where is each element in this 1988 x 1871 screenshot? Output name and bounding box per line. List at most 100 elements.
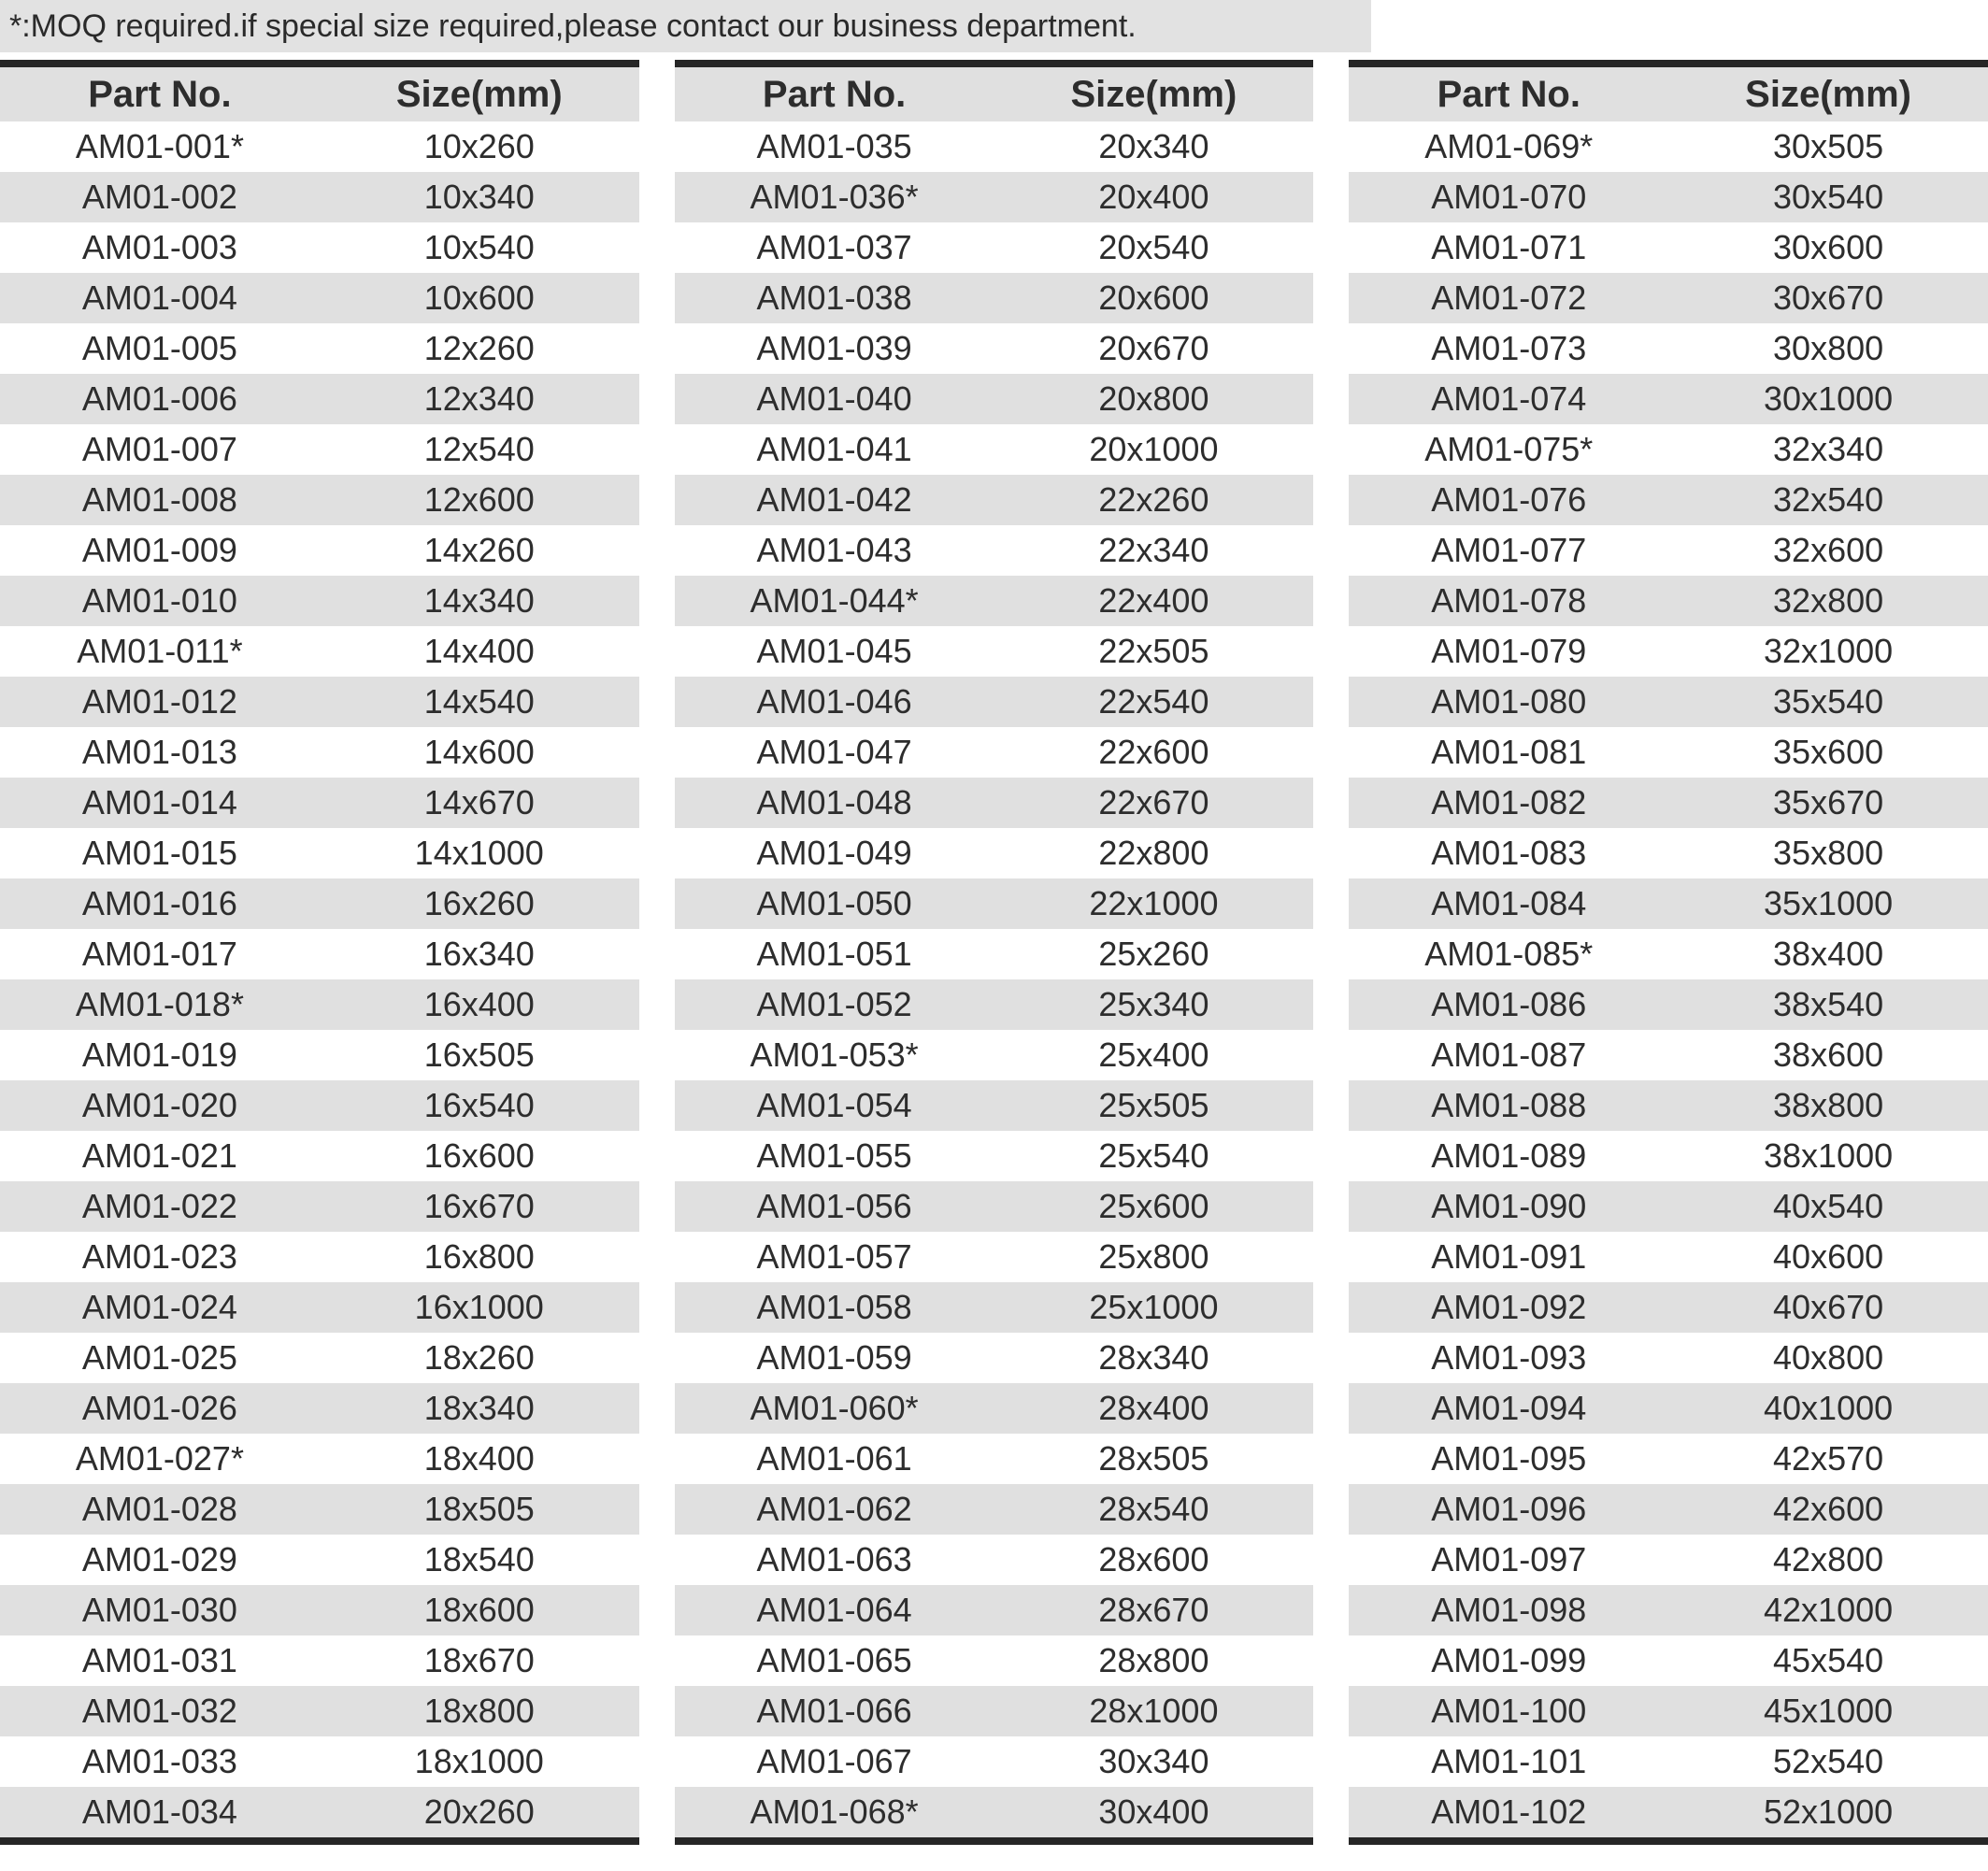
table-body: AM01-001* 10x260 AM01-002 10x340 AM01-003 10x… <box>0 121 639 1837</box>
table-row: AM01-014 14x670 <box>0 778 639 828</box>
size-cell: 16x670 <box>423 1187 535 1225</box>
size-cell: 40x600 <box>1773 1237 1884 1276</box>
part-no-cell: AM01-037 <box>756 228 912 266</box>
table-row: AM01-069* 30x505 <box>1349 121 1988 172</box>
part-no-cell: AM01-047 <box>756 733 912 771</box>
table-row: AM01-028 18x505 <box>0 1484 639 1535</box>
part-no-cell: AM01-005 <box>81 329 237 367</box>
table-row: AM01-012 14x540 <box>0 677 639 727</box>
table-row: AM01-064 28x670 <box>674 1585 1314 1635</box>
part-no-cell: AM01-053* <box>750 1035 919 1074</box>
table-row: AM01-005 12x260 <box>0 323 639 374</box>
table-row: AM01-078 32x800 <box>1349 576 1988 626</box>
column-header-part-no: Part No. <box>88 73 232 115</box>
part-no-cell: AM01-002 <box>81 178 237 216</box>
size-cell: 28x600 <box>1098 1540 1209 1578</box>
table-row: AM01-091 40x600 <box>1349 1232 1988 1282</box>
table-row: AM01-013 14x600 <box>0 727 639 778</box>
part-no-cell: AM01-079 <box>1431 632 1587 670</box>
part-no-cell: AM01-048 <box>756 783 912 821</box>
part-no-cell: AM01-003 <box>81 228 237 266</box>
table-row: AM01-032 18x800 <box>0 1686 639 1736</box>
part-no-cell: AM01-001* <box>75 127 244 165</box>
size-cell: 28x505 <box>1098 1439 1209 1478</box>
table-row: AM01-094 40x1000 <box>1349 1383 1988 1434</box>
table-row: AM01-022 16x670 <box>0 1181 639 1232</box>
table-header-row: Part No. Size(mm) <box>674 67 1314 121</box>
size-cell: 42x1000 <box>1764 1591 1894 1629</box>
size-cell: 18x505 <box>423 1490 535 1528</box>
part-no-cell: AM01-059 <box>756 1338 912 1377</box>
table-row: AM01-050 22x1000 <box>674 878 1314 929</box>
size-cell: 52x1000 <box>1764 1792 1894 1831</box>
size-cell: 20x1000 <box>1089 430 1219 468</box>
size-cell: 35x1000 <box>1764 884 1894 922</box>
part-no-cell: AM01-023 <box>81 1237 237 1276</box>
part-no-cell: AM01-091 <box>1431 1237 1587 1276</box>
size-cell: 10x600 <box>423 279 535 317</box>
table-row: AM01-045 22x505 <box>674 626 1314 677</box>
part-no-cell: AM01-011* <box>77 632 243 670</box>
part-no-cell: AM01-099 <box>1431 1641 1587 1679</box>
size-cell: 22x400 <box>1098 581 1209 620</box>
part-no-cell: AM01-095 <box>1431 1439 1587 1478</box>
table-row: AM01-030 18x600 <box>0 1585 639 1635</box>
table-row: AM01-067 30x340 <box>674 1736 1314 1787</box>
size-cell: 38x400 <box>1773 935 1884 973</box>
part-no-cell: AM01-086 <box>1431 985 1587 1023</box>
part-no-cell: AM01-019 <box>81 1035 237 1074</box>
part-no-cell: AM01-046 <box>756 682 912 721</box>
part-no-cell: AM01-022 <box>81 1187 237 1225</box>
size-cell: 14x260 <box>423 531 535 569</box>
part-no-cell: AM01-077 <box>1431 531 1587 569</box>
part-no-cell: AM01-096 <box>1431 1490 1587 1528</box>
table-row: AM01-061 28x505 <box>674 1434 1314 1484</box>
part-no-cell: AM01-078 <box>1431 581 1587 620</box>
part-no-cell: AM01-007 <box>81 430 237 468</box>
table-row: AM01-009 14x260 <box>0 525 639 576</box>
size-cell: 20x540 <box>1098 228 1209 266</box>
size-cell: 38x800 <box>1773 1086 1884 1124</box>
table-row: AM01-043 22x340 <box>674 525 1314 576</box>
part-no-cell: AM01-016 <box>81 884 237 922</box>
part-no-cell: AM01-043 <box>756 531 912 569</box>
part-no-cell: AM01-004 <box>81 279 237 317</box>
part-no-cell: AM01-100 <box>1431 1692 1587 1730</box>
table-row: AM01-002 10x340 <box>0 172 639 222</box>
part-no-cell: AM01-068* <box>750 1792 919 1831</box>
size-cell: 40x1000 <box>1764 1389 1894 1427</box>
table-row: AM01-077 32x600 <box>1349 525 1988 576</box>
size-cell: 22x1000 <box>1089 884 1219 922</box>
size-cell: 16x600 <box>423 1136 535 1175</box>
part-no-cell: AM01-056 <box>756 1187 912 1225</box>
part-no-cell: AM01-015 <box>81 834 237 872</box>
size-cell: 22x340 <box>1098 531 1209 569</box>
size-cell: 30x400 <box>1098 1792 1209 1831</box>
part-no-cell: AM01-036* <box>750 178 919 216</box>
size-cell: 22x540 <box>1098 682 1209 721</box>
table-row: AM01-060* 28x400 <box>674 1383 1314 1434</box>
size-cell: 16x260 <box>423 884 535 922</box>
part-no-cell: AM01-094 <box>1431 1389 1587 1427</box>
size-cell: 35x540 <box>1773 682 1884 721</box>
table-header-row: Part No. Size(mm) <box>1349 67 1988 121</box>
table-row: AM01-018* 16x400 <box>0 979 639 1030</box>
size-cell: 18x540 <box>423 1540 535 1578</box>
part-no-cell: AM01-063 <box>756 1540 912 1578</box>
parts-table-1: Part No. Size(mm) AM01-001* 10x260 AM01-00… <box>0 60 639 1845</box>
table-row: AM01-039 20x670 <box>674 323 1314 374</box>
table-row: AM01-047 22x600 <box>674 727 1314 778</box>
size-cell: 30x340 <box>1098 1742 1209 1780</box>
size-cell: 22x260 <box>1098 480 1209 519</box>
size-cell: 14x670 <box>423 783 535 821</box>
table-row: AM01-071 30x600 <box>1349 222 1988 273</box>
size-cell: 20x340 <box>1098 127 1209 165</box>
table-row: AM01-100 45x1000 <box>1349 1686 1988 1736</box>
size-cell: 20x670 <box>1098 329 1209 367</box>
table-row: AM01-042 22x260 <box>674 475 1314 525</box>
part-no-cell: AM01-093 <box>1431 1338 1587 1377</box>
size-cell: 52x540 <box>1773 1742 1884 1780</box>
size-cell: 18x400 <box>423 1439 535 1478</box>
size-cell: 12x600 <box>423 480 535 519</box>
